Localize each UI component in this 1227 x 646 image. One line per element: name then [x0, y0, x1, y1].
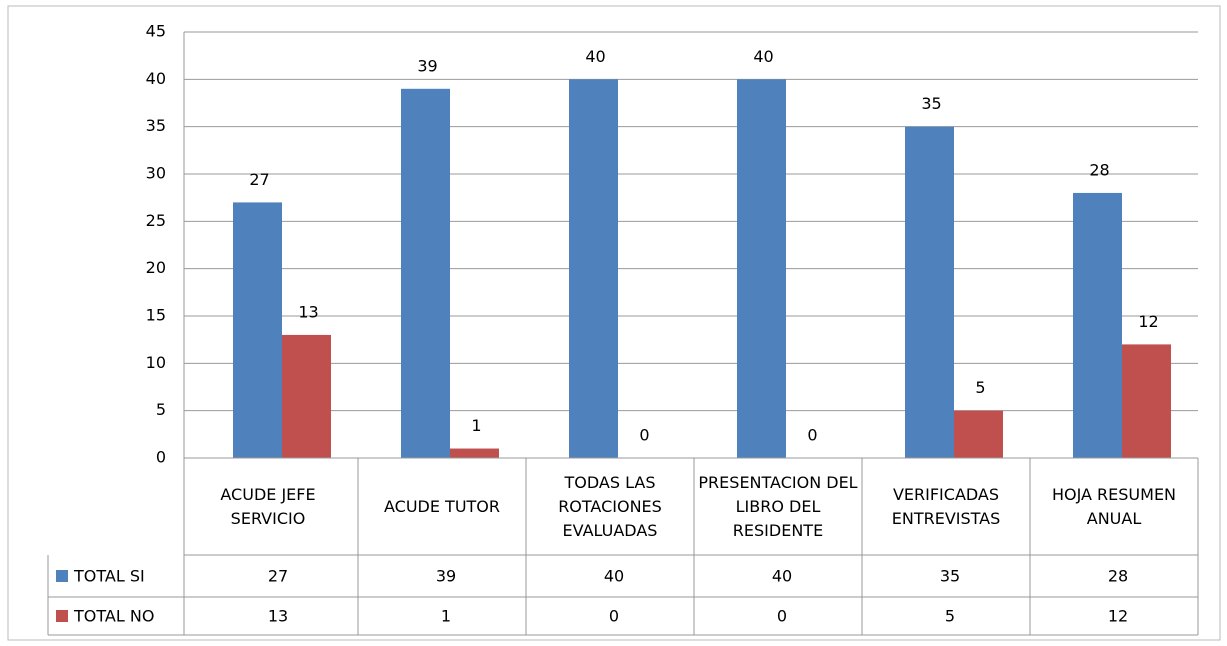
table-value: 13	[268, 607, 288, 626]
bar	[954, 410, 1003, 458]
x-tick-label: ACUDE TUTOR	[383, 496, 501, 516]
y-tick-label: 0	[156, 448, 166, 467]
x-tick-label-box: PRESENTACION DEL LIBRO DEL RESIDENTE	[698, 472, 858, 540]
y-tick-label: 10	[146, 353, 166, 372]
bar	[1073, 192, 1122, 458]
data-label: 13	[298, 302, 318, 321]
table-value: 0	[609, 607, 619, 626]
data-label: 1	[471, 416, 481, 435]
x-tick-label: VERIFICADAS ENTREVISTAS	[891, 484, 1001, 528]
data-label: 5	[975, 378, 985, 397]
y-tick-label: 5	[156, 400, 166, 419]
data-label: 35	[921, 94, 941, 113]
bar	[450, 448, 499, 458]
table-value: 5	[945, 607, 955, 626]
bar	[737, 79, 786, 458]
bar	[905, 126, 954, 459]
y-tick-label: 30	[146, 164, 166, 183]
y-tick-label: 15	[146, 306, 166, 325]
table-value: 35	[940, 567, 960, 586]
x-tick-label-box: HOJA RESUMEN ANUAL	[1051, 484, 1177, 528]
table-value: 28	[1108, 567, 1128, 586]
table-value: 39	[436, 567, 456, 586]
x-tick-label: ACUDE JEFE SERVICIO	[220, 484, 316, 528]
bar	[401, 88, 450, 459]
legend-label: TOTAL NO	[73, 607, 154, 626]
legend-label: TOTAL SI	[73, 567, 145, 586]
data-label: 12	[1138, 312, 1158, 331]
table-value: 27	[268, 567, 288, 586]
table-value: 40	[604, 567, 624, 586]
table-value: 40	[772, 567, 792, 586]
data-label: 40	[585, 47, 605, 66]
data-label: 0	[639, 426, 649, 445]
x-tick-label-box: ACUDE TUTOR	[383, 496, 501, 516]
data-label: 40	[753, 47, 773, 66]
bar	[569, 79, 618, 458]
bar	[282, 334, 331, 458]
y-tick-label: 20	[146, 258, 166, 277]
data-label: 27	[249, 170, 269, 189]
x-tick-label: TODAS LAS ROTACIONES EVALUADAS	[558, 472, 662, 540]
table-value: 0	[777, 607, 787, 626]
bar	[1122, 344, 1171, 458]
x-tick-label-box: TODAS LAS ROTACIONES EVALUADAS	[558, 472, 662, 540]
data-label: 39	[417, 56, 437, 75]
y-tick-label: 25	[146, 211, 166, 230]
legend-swatch	[56, 570, 68, 582]
x-tick-label-box: ACUDE JEFE SERVICIO	[220, 484, 316, 528]
x-tick-label-box: VERIFICADAS ENTREVISTAS	[891, 484, 1001, 528]
data-label: 28	[1089, 160, 1109, 179]
table-value: 1	[441, 607, 451, 626]
x-tick-label: PRESENTACION DEL LIBRO DEL RESIDENTE	[698, 472, 858, 540]
table-value: 12	[1108, 607, 1128, 626]
bar	[233, 202, 282, 458]
x-tick-label: HOJA RESUMEN ANUAL	[1051, 484, 1177, 528]
y-tick-label: 45	[146, 22, 166, 41]
data-label: 0	[807, 426, 817, 445]
y-tick-label: 40	[146, 69, 166, 88]
legend-swatch	[56, 610, 68, 622]
y-tick-label: 35	[146, 116, 166, 135]
